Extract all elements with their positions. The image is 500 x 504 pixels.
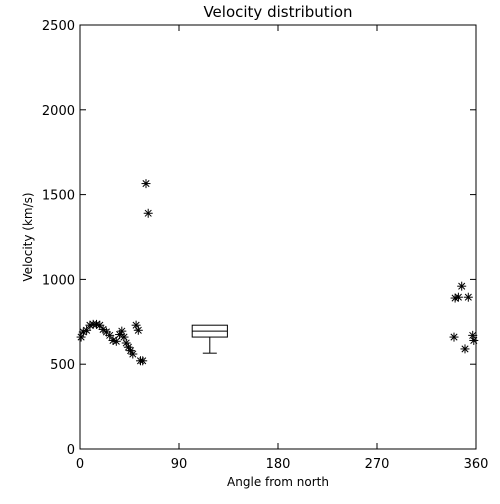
x-axis-label: Angle from north: [227, 475, 329, 489]
y-axis-label: Velocity (km/s): [21, 192, 35, 281]
data-point: [141, 179, 151, 189]
x-tick-label: 360: [464, 457, 489, 472]
data-point: [468, 330, 478, 340]
data-point: [463, 292, 473, 302]
data-point: [453, 292, 463, 302]
y-tick-label: 0: [67, 443, 75, 458]
data-point: [133, 325, 143, 335]
data-point: [460, 344, 470, 354]
data-point: [82, 325, 92, 335]
y-tick-label: 1500: [42, 189, 75, 204]
x-tick-label: 270: [365, 457, 390, 472]
data-point: [457, 281, 467, 291]
data-point: [105, 330, 115, 340]
chart-title: Velocity distribution: [203, 3, 352, 21]
data-point: [449, 332, 459, 342]
x-axis: 0 90 180 270 360: [76, 25, 489, 472]
data-point: [128, 349, 138, 359]
y-tick-label: 500: [50, 358, 75, 373]
data-point: [111, 336, 121, 346]
x-tick-label: 180: [266, 457, 291, 472]
data-point: [469, 335, 479, 345]
boxplot: [191, 324, 228, 354]
y-tick-label: 1000: [42, 273, 75, 288]
data-points: [76, 179, 479, 366]
y-axis: 0 500 1000 1500 2000 2500: [42, 19, 476, 458]
y-tick-label: 2500: [42, 19, 75, 34]
x-tick-label: 90: [171, 457, 188, 472]
data-point: [138, 356, 148, 366]
plot-frame: [79, 24, 477, 450]
data-point: [143, 208, 153, 218]
x-tick-label: 0: [76, 457, 84, 472]
y-tick-label: 2000: [42, 104, 75, 119]
